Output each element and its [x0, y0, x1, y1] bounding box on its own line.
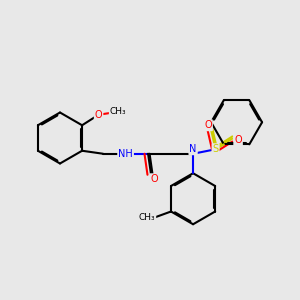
Text: CH₃: CH₃	[139, 213, 155, 222]
Text: NH: NH	[118, 149, 133, 159]
Text: O: O	[150, 174, 158, 184]
Text: N: N	[189, 144, 197, 154]
Text: CH₃: CH₃	[110, 107, 126, 116]
Text: O: O	[204, 120, 212, 130]
Text: S: S	[212, 144, 219, 154]
Text: O: O	[95, 110, 102, 120]
Text: O: O	[234, 135, 242, 145]
